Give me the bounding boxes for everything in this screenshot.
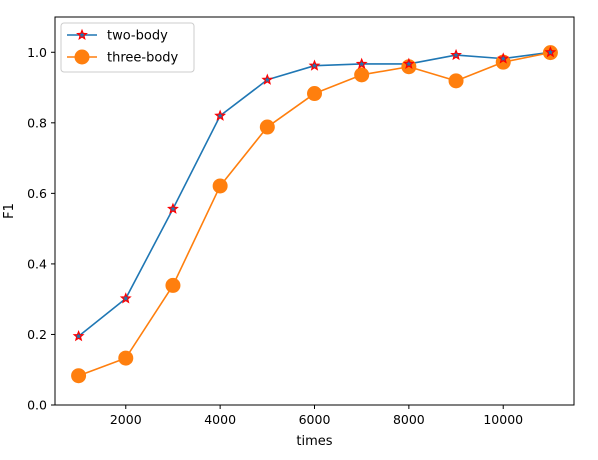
y-tick-label: 0.8 [27,115,47,130]
data-point-three-body [71,368,87,384]
data-point-two-body [497,52,510,64]
legend-swatch-marker [76,28,88,41]
data-point-three-body [118,350,134,366]
x-axis: 2000 4000 6000 8000 10000 [110,405,523,427]
legend-item-three-body: three-body [67,49,179,66]
data-point-two-body [167,202,179,214]
data-point-two-body [402,57,415,69]
data-point-two-body [214,109,227,121]
legend-item-two-body: two-body [67,29,168,44]
x-tick-label: 8000 [393,412,425,427]
data-point-three-body [448,73,464,89]
y-tick-label: 0.2 [27,327,47,342]
data-point-three-body [354,67,370,83]
y-axis-label: F1 [2,203,17,219]
data-point-three-body [307,86,322,102]
x-tick-label: 6000 [299,412,331,427]
legend-label: three-body [107,51,179,66]
x-tick-label: 2000 [110,412,142,427]
y-axis: 0.0 0.2 0.4 0.6 0.8 1.0 [27,45,55,413]
data-point-two-body [544,46,557,58]
data-point-two-body [355,57,368,69]
x-tick-label: 4000 [204,412,236,427]
x-axis-label: times [296,434,332,449]
legend-swatch-marker [74,49,90,65]
x-tick-label: 10000 [483,412,523,427]
legend: two-body three-body [60,22,195,73]
data-point-two-body [308,59,321,71]
data-point-two-body [119,292,132,304]
plot-markers [71,45,558,384]
data-point-three-body [212,178,228,194]
series-line-three-body [78,51,551,377]
data-point-two-body [261,73,274,85]
data-point-two-body [72,329,85,342]
data-point-two-body [450,48,462,61]
legend-label: two-body [107,29,168,44]
y-tick-label: 0.0 [27,398,47,413]
y-tick-label: 0.4 [27,256,47,271]
y-tick-label: 0.6 [27,186,47,201]
data-point-three-body [165,277,181,293]
y-tick-label: 1.0 [27,45,47,60]
data-point-three-body [259,119,275,135]
